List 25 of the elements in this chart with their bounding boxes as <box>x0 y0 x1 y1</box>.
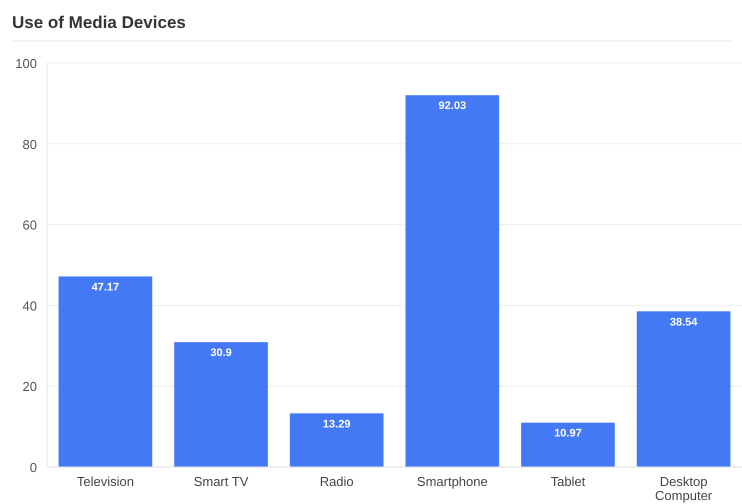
x-tick-label: Tablet <box>550 474 586 489</box>
x-tick-label: Radio <box>320 474 354 489</box>
data-label: 38.54 <box>670 316 698 328</box>
bar <box>521 422 615 467</box>
y-tick-label: 60 <box>22 218 37 233</box>
data-label: 47.17 <box>92 281 120 294</box>
y-tick-label: 0 <box>30 460 37 475</box>
bar <box>174 342 268 467</box>
y-tick-label: 100 <box>15 56 37 71</box>
bar <box>58 276 152 467</box>
x-tick-label: Television <box>76 474 134 489</box>
chart-title: Use of Media Devices <box>12 13 186 32</box>
y-tick-label: 40 <box>22 298 37 314</box>
x-tick-label: Smartphone <box>416 474 488 489</box>
bar <box>636 311 730 467</box>
bar <box>405 95 500 467</box>
bar <box>290 413 384 467</box>
data-label: 10.97 <box>554 428 582 440</box>
y-tick-label: 80 <box>22 136 37 152</box>
data-label: 92.03 <box>438 100 466 112</box>
x-tick-label: Desktop Computer <box>655 474 713 503</box>
data-label: 30.9 <box>210 347 232 360</box>
data-label: 13.29 <box>322 418 350 430</box>
x-tick-label: Smart TV <box>194 474 249 489</box>
y-tick-label: 20 <box>22 379 37 394</box>
